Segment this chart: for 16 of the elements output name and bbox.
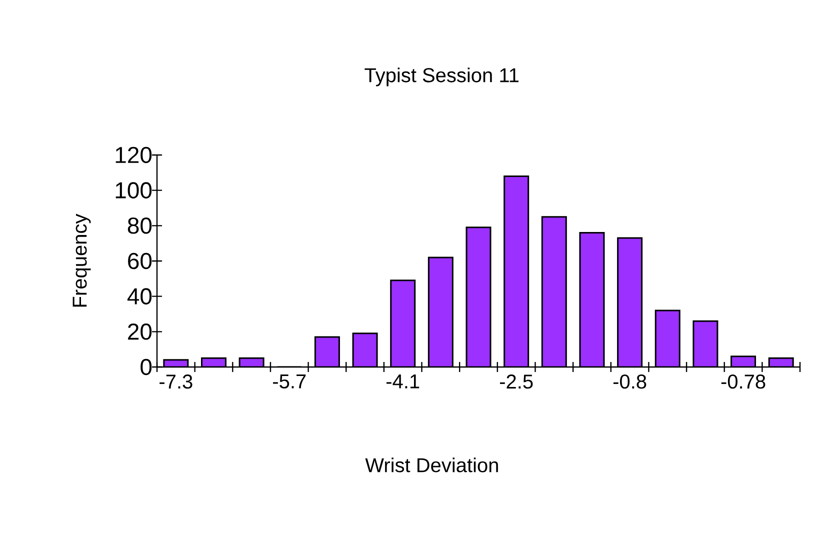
x-tick-label: -5.7 [273, 374, 306, 388]
x-tick-label: -2.5 [500, 374, 533, 389]
y-tick-label: 60 [128, 252, 152, 270]
chart-title: Typist Session 11 [364, 68, 518, 86]
y-axis-title: Frequency [72, 214, 91, 307]
x-tick-label: -4.1 [386, 374, 420, 388]
x-axis-title: Wrist Deviation [365, 458, 498, 472]
y-tick-label: 0 [140, 358, 152, 376]
x-tick-label: -0.78 [721, 374, 766, 389]
y-tick-label: 40 [127, 288, 152, 304]
y-tick-label: 80 [128, 218, 152, 234]
y-tick-label: 20 [128, 324, 152, 340]
x-tick-label: -7.3 [160, 374, 192, 389]
y-tick-label: 120 [116, 146, 152, 164]
y-tick-label: 100 [116, 182, 152, 198]
x-tick-label: -0.8 [613, 374, 646, 389]
